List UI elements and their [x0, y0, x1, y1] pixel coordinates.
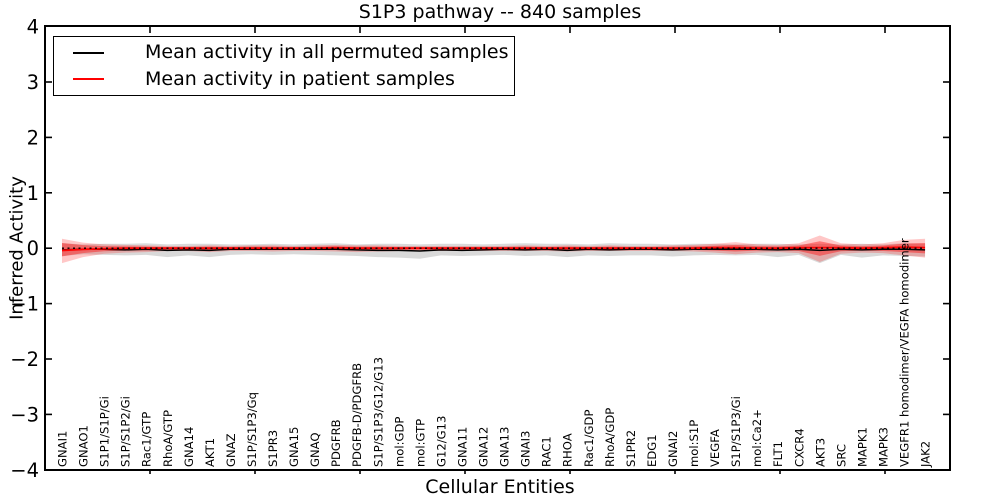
y-tick-label: −3 [10, 403, 39, 426]
legend-label-patient: Mean activity in patient samples [145, 67, 455, 90]
x-category-label: GNAI2 [666, 431, 680, 467]
x-category-label: EDG1 [645, 434, 659, 467]
y-tick-label: 1 [27, 182, 39, 205]
x-category-label: S1P/S1P3/Gq [245, 392, 259, 467]
x-category-label: GNAQ [308, 432, 322, 467]
y-tick-label: −1 [10, 293, 39, 316]
legend-line-permuted-icon [73, 51, 104, 54]
x-category-label: mol:S1P [687, 420, 701, 467]
x-category-label: GNA14 [182, 427, 196, 467]
x-category-label: RAC1 [540, 436, 554, 467]
x-category-label: MAPK1 [855, 427, 869, 467]
x-category-label: RHOA [561, 433, 575, 467]
legend: Mean activity in all permuted samples Me… [53, 36, 515, 96]
legend-item-permuted: Mean activity in all permuted samples [54, 40, 514, 66]
x-category-label: GNAO1 [77, 425, 91, 467]
x-category-label: Rac1/GDP [582, 410, 596, 467]
chart-title: S1P3 pathway -- 840 samples [358, 1, 642, 23]
x-category-label: mol:GTP [413, 419, 427, 467]
x-category-label: GNAZ [224, 433, 238, 467]
x-category-label: mol:GDP [392, 417, 406, 467]
x-category-label: PDGFB-D/PDGFRB [350, 363, 364, 467]
x-category-label: PDGFRB [329, 419, 343, 467]
x-category-label: S1P/S1P3/G12/G13 [371, 357, 385, 467]
legend-label-permuted: Mean activity in all permuted samples [145, 41, 509, 64]
x-category-label: GNAI3 [519, 431, 533, 467]
x-category-label: AKT3 [813, 438, 827, 467]
x-category-label: VEGFR1 homodimer/VEGFA homodimer [898, 238, 912, 467]
x-category-label: VEGFA [708, 429, 722, 467]
x-category-label: GNA13 [498, 427, 512, 467]
x-category-label: AKT1 [203, 438, 217, 467]
legend-line-patient-icon [73, 78, 104, 81]
x-category-label: Rac1/GTP [140, 412, 154, 467]
x-category-label: MAPK3 [876, 427, 890, 467]
x-category-label: GNA15 [287, 427, 301, 467]
y-tick-label: 2 [27, 126, 39, 149]
x-category-label: RhoA/GDP [603, 408, 617, 467]
x-category-label: GNA12 [477, 427, 491, 467]
y-axis-title: Inferred Activity [6, 176, 28, 320]
permuted-mean-line [61, 248, 926, 252]
x-axis-title: Cellular Entities [425, 476, 575, 498]
y-tick-label: 4 [27, 16, 39, 39]
x-category-label: S1P1/S1P/Gi [98, 396, 112, 467]
x-category-label: GNA11 [455, 427, 469, 467]
x-category-label: GNAI1 [56, 431, 70, 467]
y-tick-label: 3 [27, 71, 39, 94]
legend-item-patient: Mean activity in patient samples [54, 66, 514, 92]
y-tick-label: −4 [10, 459, 39, 482]
x-category-label: S1PR2 [624, 430, 638, 467]
x-category-label: mol:Ca2+ [750, 409, 764, 467]
x-category-label: CXCR4 [792, 428, 806, 467]
x-category-label: G12/G13 [434, 416, 448, 467]
x-category-label: S1P/S1P2/Gi [119, 396, 133, 467]
x-category-label: RhoA/GTP [161, 410, 175, 467]
y-tick-label: 0 [27, 237, 39, 260]
x-category-label: JAK2 [919, 441, 933, 468]
x-category-label: FLT1 [771, 441, 785, 467]
x-category-label: S1P/S1P3/Gi [729, 396, 743, 467]
y-tick-label: −2 [10, 348, 39, 371]
x-category-label: S1PR3 [266, 430, 280, 467]
x-category-label: SRC [834, 444, 848, 467]
